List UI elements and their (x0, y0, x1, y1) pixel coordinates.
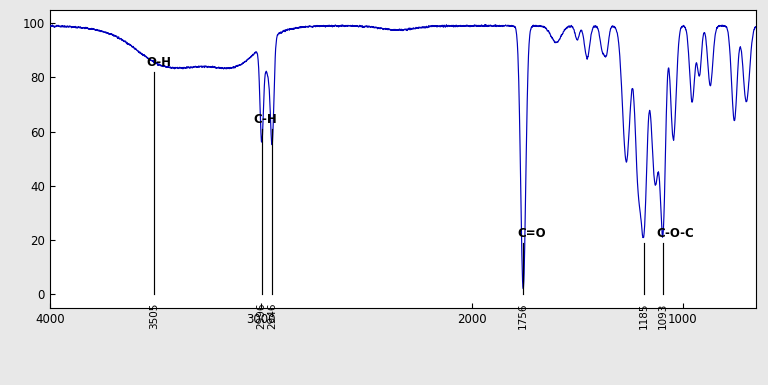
Text: 1093: 1093 (658, 303, 668, 329)
Text: C-H: C-H (253, 113, 277, 126)
Text: 2946: 2946 (267, 303, 277, 329)
Text: 2996: 2996 (257, 303, 266, 329)
Text: 1185: 1185 (639, 303, 649, 329)
Text: C=O: C=O (517, 227, 545, 240)
Text: O-H: O-H (146, 56, 171, 69)
Text: 3505: 3505 (149, 303, 159, 329)
Text: 1756: 1756 (518, 303, 528, 329)
Text: C-O-C: C-O-C (657, 227, 694, 240)
